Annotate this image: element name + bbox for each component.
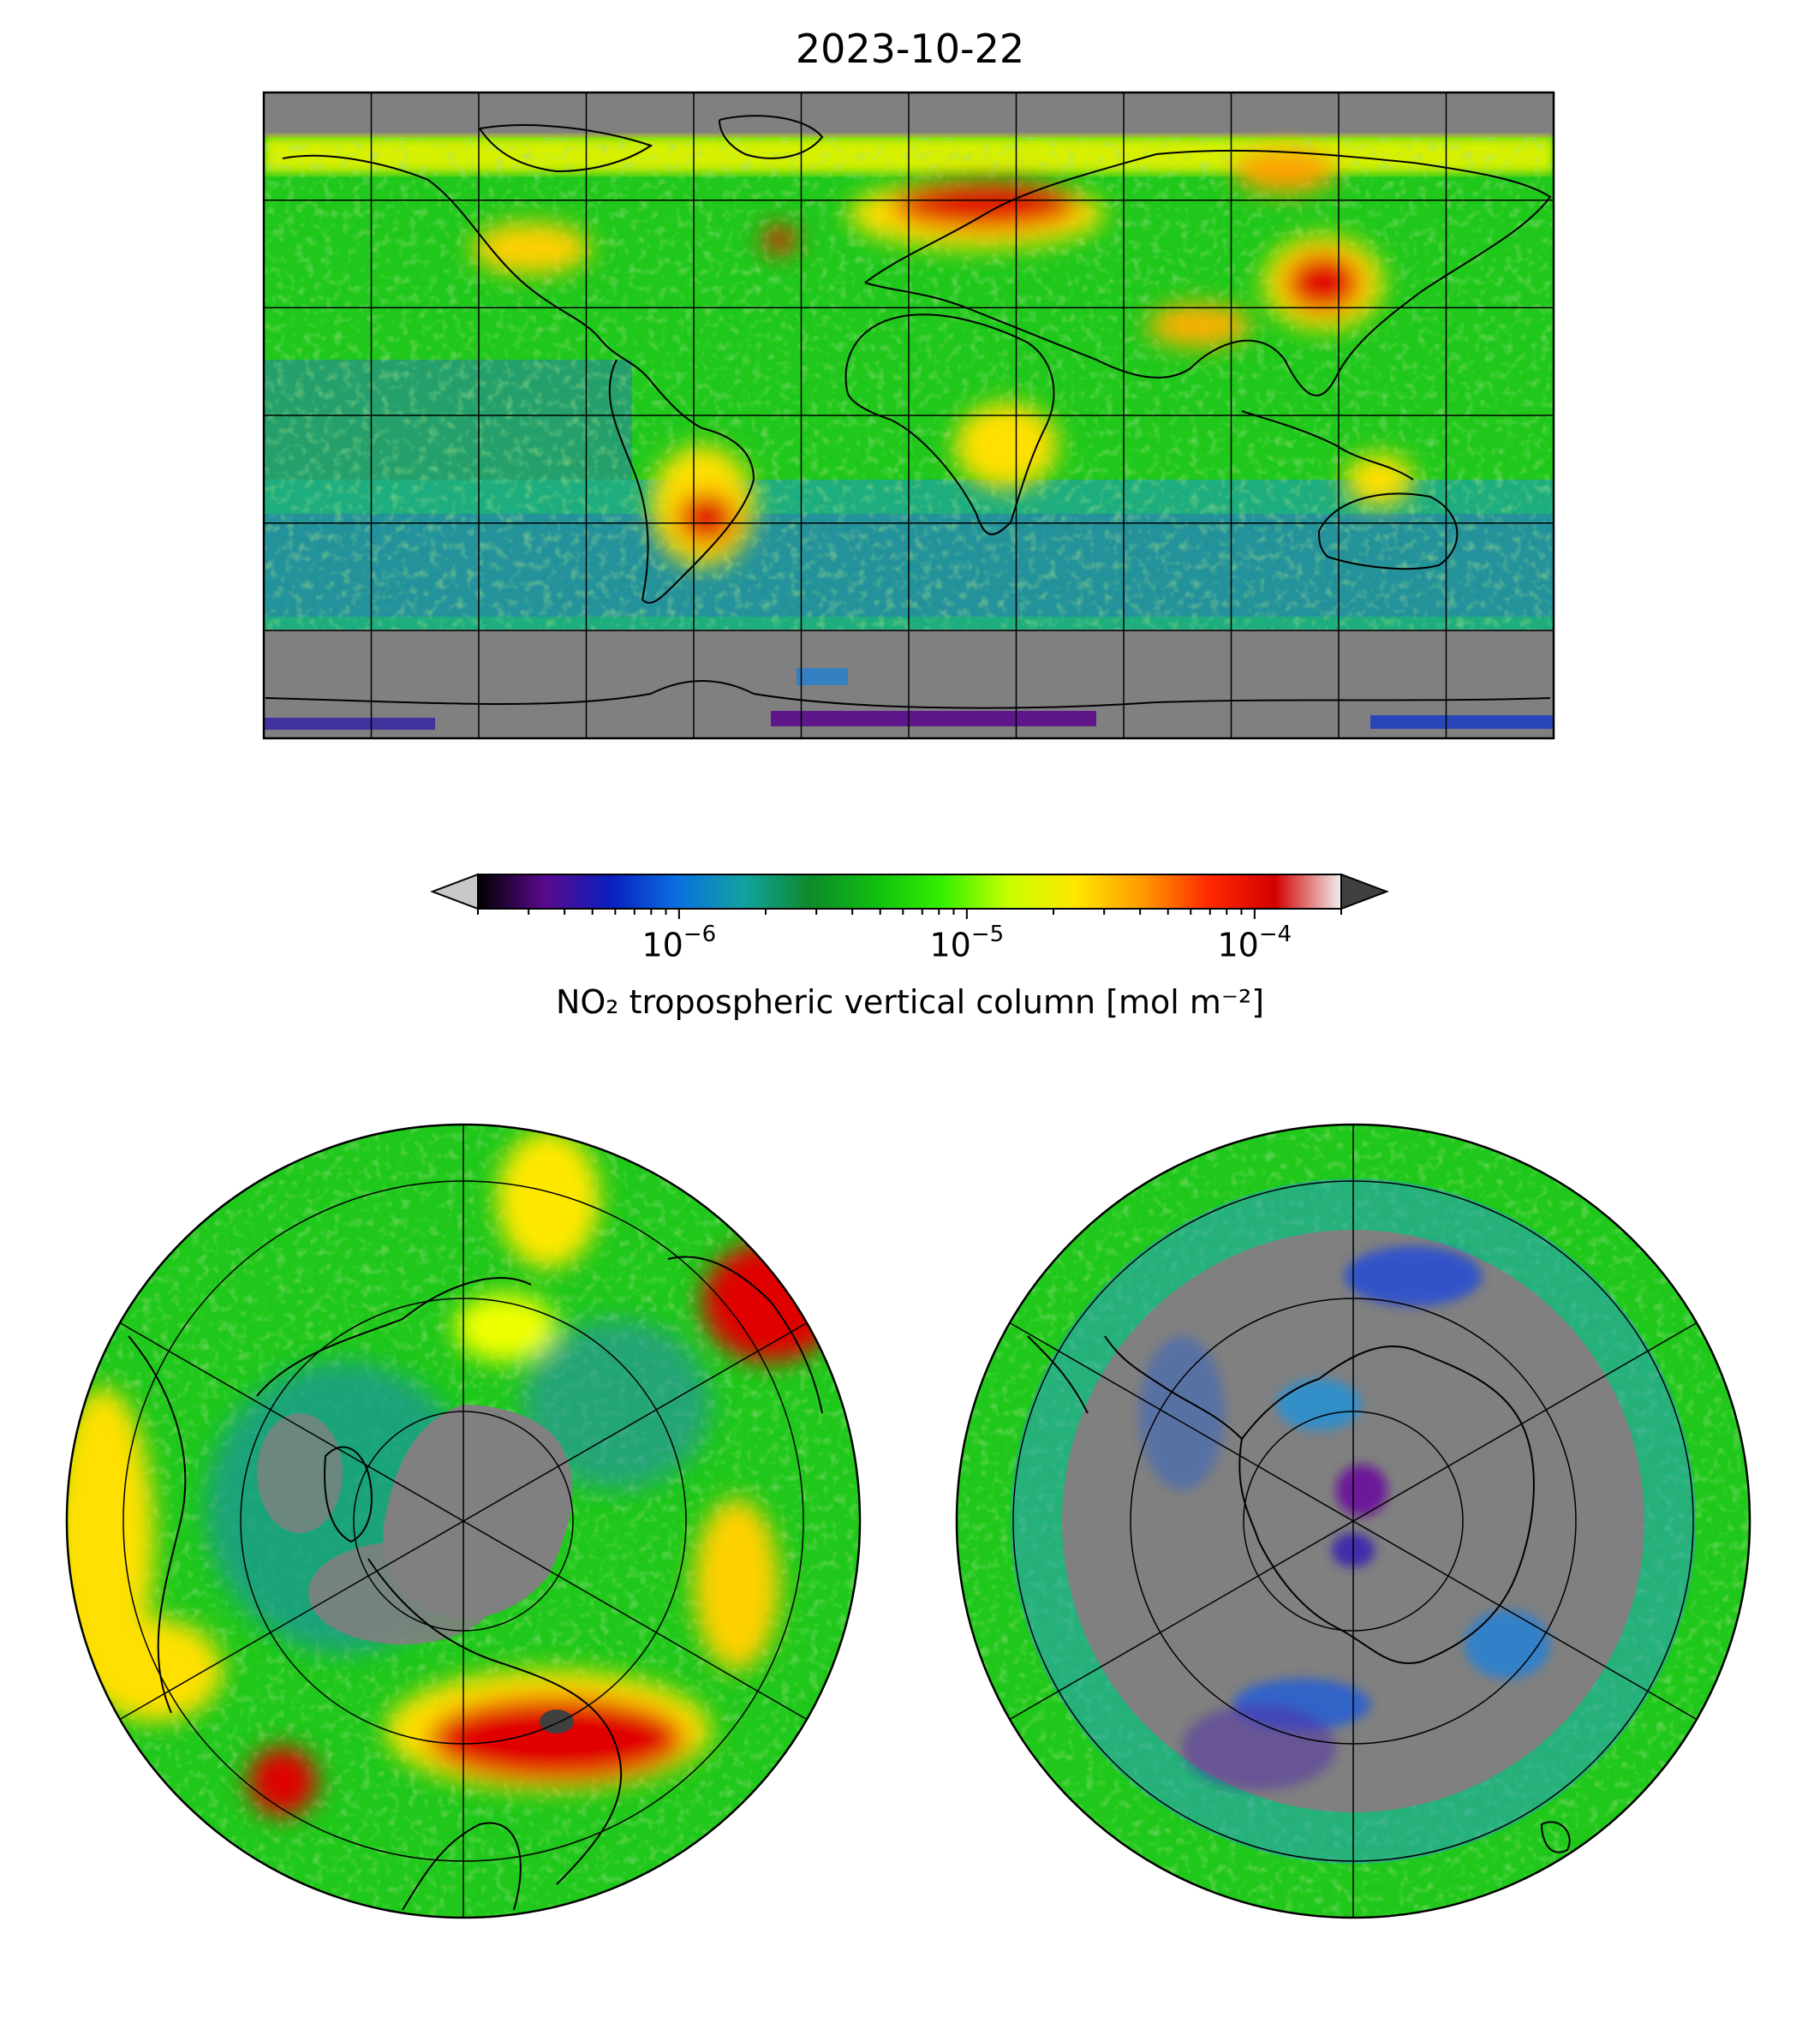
colorbar-over-extension [1340, 873, 1389, 910]
south-polar-frame [955, 1123, 1751, 1919]
colorbar [430, 873, 1389, 919]
colorbar-under-extension [430, 873, 479, 910]
colorbar-tick-label: 10−4 [1217, 922, 1292, 964]
map-title: 2023-10-22 [795, 26, 1025, 72]
north-polar-map [67, 1125, 860, 1918]
colorbar-label: NO₂ tropospheric vertical column [mol m⁻… [555, 983, 1265, 1021]
north-polar-frame [65, 1123, 862, 1919]
global-map [264, 92, 1554, 738]
colorbar-gradient [478, 874, 1341, 909]
south-polar-map [957, 1125, 1750, 1918]
global-map-frame [262, 91, 1555, 740]
colorbar-tick-label: 10−5 [929, 922, 1005, 964]
colorbar-tick-label: 10−6 [641, 922, 717, 964]
